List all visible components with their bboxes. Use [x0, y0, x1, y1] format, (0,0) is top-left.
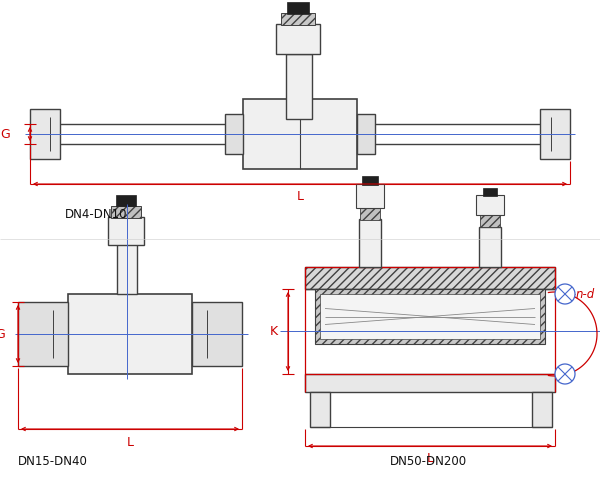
Bar	[320, 294, 540, 339]
Text: DN50-DN200: DN50-DN200	[390, 454, 467, 467]
Bar	[243, 100, 357, 169]
Circle shape	[555, 285, 575, 304]
Bar	[359, 219, 381, 267]
Text: G: G	[0, 328, 5, 341]
Bar	[30, 110, 60, 160]
Text: L: L	[127, 435, 134, 449]
Bar	[476, 195, 504, 216]
Text: K: K	[270, 325, 278, 338]
Bar	[68, 294, 192, 374]
Bar	[356, 185, 384, 209]
Text: DN4-DN10: DN4-DN10	[65, 207, 128, 220]
Bar	[310, 392, 330, 427]
Bar	[479, 228, 501, 267]
Text: G: G	[0, 128, 10, 141]
Bar	[287, 3, 309, 15]
Bar	[281, 14, 315, 26]
Circle shape	[555, 364, 575, 384]
Text: L: L	[296, 190, 304, 203]
Bar	[483, 189, 497, 197]
Bar	[111, 206, 141, 218]
Text: L: L	[427, 452, 434, 465]
Bar	[286, 55, 312, 120]
Bar	[276, 25, 320, 55]
Bar	[116, 195, 136, 206]
Bar	[480, 216, 500, 228]
Bar	[315, 289, 545, 344]
Bar	[117, 244, 137, 294]
Bar	[305, 267, 555, 289]
Bar	[362, 177, 378, 186]
Bar	[192, 302, 242, 366]
Bar	[225, 115, 243, 155]
Bar	[540, 110, 570, 160]
Bar	[360, 209, 380, 220]
Text: n-d: n-d	[576, 288, 595, 301]
Bar	[108, 217, 144, 245]
Bar	[532, 392, 552, 427]
Bar	[357, 115, 375, 155]
Text: DN15-DN40: DN15-DN40	[18, 454, 88, 467]
Bar	[18, 302, 68, 366]
Bar	[305, 374, 555, 392]
